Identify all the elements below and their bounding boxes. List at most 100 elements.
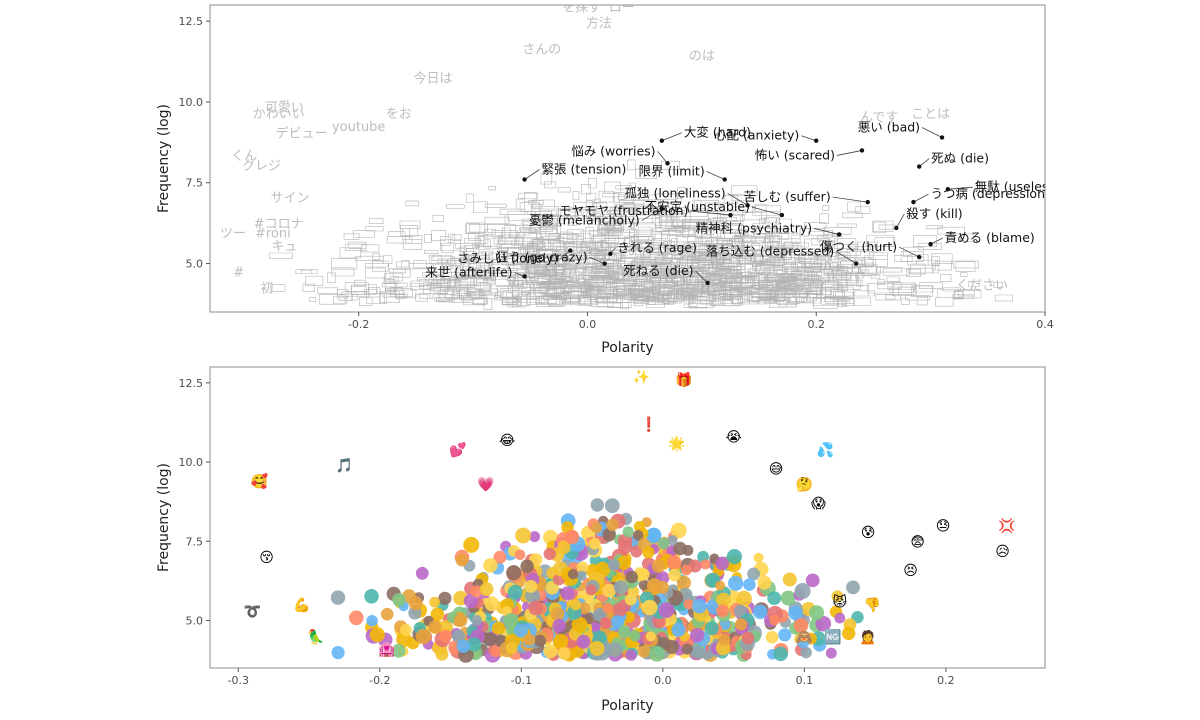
word-label: 殺す (kill) xyxy=(906,206,962,221)
x-tick-label: 0.2 xyxy=(937,674,955,687)
x-tick-label: -0.3 xyxy=(228,674,249,687)
word-point xyxy=(945,187,950,192)
emoji-point: 🏩 xyxy=(378,642,396,658)
grey-text-cloud xyxy=(268,159,1013,310)
word-point xyxy=(894,225,899,231)
emoji-point: 🌟 xyxy=(668,435,685,452)
word-label: 大変 (hard) xyxy=(684,125,751,140)
leader-line xyxy=(695,270,708,284)
word-label: さみしい (lonely) xyxy=(457,251,558,266)
leader-line xyxy=(836,251,857,264)
word-point xyxy=(836,232,842,237)
word-label: 緊張 (tension) xyxy=(542,162,627,177)
word-point xyxy=(728,212,733,218)
emoji-point: 💪 xyxy=(293,597,310,614)
y-tick-label: 5.0 xyxy=(186,614,204,627)
x-tick-label: 0.2 xyxy=(807,318,825,331)
word-label: 怖い (scared) xyxy=(755,147,835,162)
word-label: 不安定 (unstable) xyxy=(645,199,750,214)
emoji-point: 🦜 xyxy=(307,627,324,645)
leader-line xyxy=(589,257,605,264)
word-point xyxy=(911,199,916,205)
emoji-point: 😣 xyxy=(903,563,918,579)
background-word: ことは xyxy=(911,107,950,122)
background-word: #コロナ xyxy=(254,217,304,232)
word-point xyxy=(608,251,613,257)
word-point xyxy=(928,241,933,247)
background-word: サイン xyxy=(271,191,310,206)
word-point xyxy=(665,161,670,166)
emoji-point: 😂 xyxy=(499,433,515,449)
leader-line xyxy=(930,237,943,245)
x-tick-label: 0.4 xyxy=(1036,318,1054,331)
word-label: 心配 (anxiety) xyxy=(714,128,799,143)
emoji-point: 🆖 xyxy=(824,628,841,645)
x-tick-label: 0.1 xyxy=(796,674,814,687)
word-label: 孤独 (loneliness) xyxy=(625,185,726,200)
emoji-point: 😭 xyxy=(725,430,741,446)
word-point xyxy=(939,135,945,140)
y-tick-label: 10.0 xyxy=(179,456,204,469)
background-word: ロー xyxy=(609,0,635,15)
leader-line xyxy=(832,196,868,203)
background-word: クレジ xyxy=(242,159,281,174)
emoji-point: 🎵 xyxy=(336,457,353,474)
background-word: キュ xyxy=(271,240,297,255)
cloud-strokes xyxy=(268,159,1013,310)
leader-line xyxy=(661,132,682,142)
background-word: ください xyxy=(956,278,1008,293)
emoji-point: 😥 xyxy=(995,544,1010,560)
leader-line xyxy=(895,213,905,229)
emoji-point: 💢 xyxy=(998,517,1015,534)
background-word: を探す xyxy=(562,0,601,15)
leader-line xyxy=(641,208,663,221)
x-tick-label: 0.0 xyxy=(654,674,672,687)
y-tick-label: 7.5 xyxy=(186,535,204,548)
word-point xyxy=(568,248,573,253)
word-point xyxy=(854,261,859,266)
word-label: 死ぬ (die) xyxy=(931,151,989,166)
background-word: かわいい xyxy=(253,107,305,122)
emoji-point: ❗ xyxy=(640,416,657,433)
x-tick-label: -0.2 xyxy=(369,674,390,687)
leader-line xyxy=(947,186,973,190)
emoji-point: 🤔 xyxy=(796,476,813,493)
word-label: うつ病 (depression) xyxy=(930,186,1049,201)
word-point xyxy=(522,177,527,182)
emoji-point: 🥰 xyxy=(251,472,269,490)
background-word: ツー xyxy=(220,227,246,242)
word-label: 傷つく (hurt) xyxy=(820,239,897,254)
word-point xyxy=(859,148,865,153)
word-label: 憂鬱 (melancholy) xyxy=(529,213,640,228)
word-label: 死ねる (die) xyxy=(623,263,693,278)
emoji-point: 😅 xyxy=(769,461,784,477)
leader-line xyxy=(898,246,920,258)
background-word: さんの xyxy=(522,42,561,57)
word-point xyxy=(659,138,665,143)
emoji-polarity-plot: -0.3 -0.2 -0.1 0.0 0.1 0.2 5.0 7.5 10.0 12.5 Polar… xyxy=(156,366,1046,714)
leader-line xyxy=(657,151,668,164)
word-label: 悪い (bad) xyxy=(858,119,920,134)
background-word: くん xyxy=(231,149,257,164)
emoji-point: 🎁 xyxy=(675,372,692,389)
word-point xyxy=(705,280,710,286)
background-word: んです xyxy=(860,110,898,125)
y-tick-label: 10.0 xyxy=(179,96,204,109)
word-polarity-plot: -0.2 0.0 0.2 0.4 5.0 7.5 10.0 12.5 Polarity Frequ… xyxy=(156,0,1054,356)
word-label: 狂う (go crazy) xyxy=(496,250,588,265)
leader-line xyxy=(836,150,863,156)
background-word: 可愛い xyxy=(265,101,304,116)
emoji-point: 😰 xyxy=(861,525,876,541)
x-axis-label: Polarity xyxy=(601,340,653,356)
background-word: 方法 xyxy=(586,16,612,32)
y-axis-label: Frequency (log) xyxy=(156,463,172,572)
x-tick-label: 0.0 xyxy=(579,318,597,331)
x-tick-label: -0.2 xyxy=(348,318,369,331)
leader-line xyxy=(524,169,540,180)
word-label: 限界 (limit) xyxy=(638,164,704,179)
emoji-point: 😨 xyxy=(910,534,925,550)
background-word: #roni xyxy=(255,227,291,242)
word-label: 落ち込む (depressed) xyxy=(706,244,835,259)
leader-line xyxy=(690,210,731,216)
